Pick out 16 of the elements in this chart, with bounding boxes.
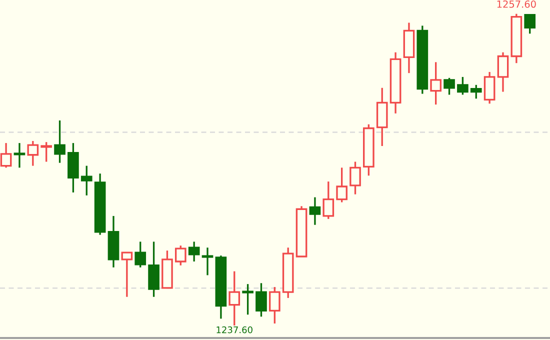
candlestick	[80, 164, 92, 196]
candlestick	[390, 52, 402, 114]
candlestick	[14, 142, 26, 168]
candlestick	[497, 52, 509, 93]
annotation: 1257.60	[497, 0, 536, 8]
candlestick	[403, 22, 415, 74]
candlestick	[430, 61, 442, 106]
candlestick	[68, 142, 79, 194]
candlestick	[376, 87, 388, 147]
candlestick	[188, 240, 200, 262]
candlestick	[309, 196, 321, 226]
candlestick	[202, 246, 214, 276]
candlestick	[94, 172, 106, 236]
candlestick	[484, 71, 496, 104]
annotation: 1237.60	[216, 326, 252, 334]
candlestick	[108, 215, 120, 268]
